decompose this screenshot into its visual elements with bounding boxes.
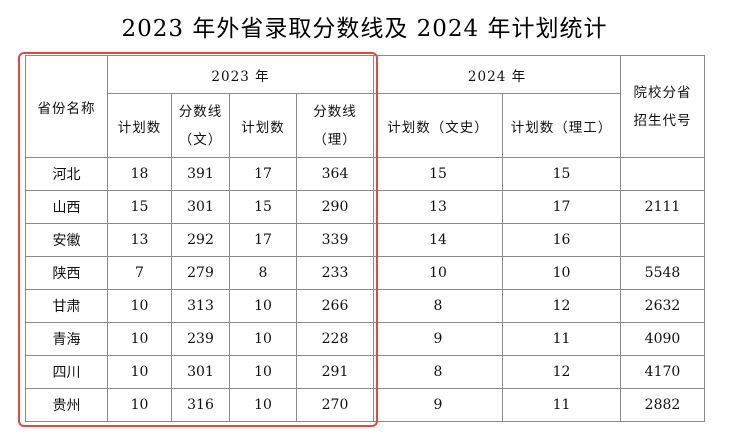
header-score-li: 分数线 （理） [296, 93, 374, 158]
cell-score-wen: 292 [171, 223, 230, 257]
cell-plan-2024-li: 17 [502, 190, 621, 224]
cell-score-wen: 391 [171, 157, 230, 191]
header-school-code: 院校分省 招生代号 [620, 55, 705, 158]
cell-province: 四川 [25, 355, 108, 389]
cell-plan-2024-li: 10 [502, 256, 621, 290]
admission-table: 省份名称 2023 年 2024 年 院校分省 招生代号 计划数 分数线 （文）… [25, 55, 705, 422]
cell-province: 陕西 [25, 256, 108, 290]
cell-plan-2023-wen: 10 [107, 355, 172, 389]
cell-plan-2024-li: 12 [502, 289, 621, 323]
header-plan-2024-li: 计划数（理工） [502, 93, 621, 158]
cell-score-wen: 301 [171, 355, 230, 389]
cell-score-li: 233 [296, 256, 374, 290]
cell-score-li: 339 [296, 223, 374, 257]
header-score-wen-line1: 分数线 [178, 103, 223, 120]
header-school-code-line1: 院校分省 [633, 84, 692, 101]
cell-score-wen: 313 [171, 289, 230, 323]
cell-province: 山西 [25, 190, 108, 224]
header-school-code-line2: 招生代号 [633, 112, 692, 129]
header-plan-2023-wen: 计划数 [107, 93, 172, 158]
table-row: 贵州 10 316 10 270 9 11 2882 [25, 388, 705, 422]
table-row: 河北 18 391 17 364 15 15 [25, 157, 705, 191]
cell-score-wen: 301 [171, 190, 230, 224]
cell-plan-2024-li: 11 [502, 388, 621, 422]
cell-plan-2024-wen: 13 [373, 190, 503, 224]
cell-school-code: 4090 [620, 322, 705, 356]
cell-score-wen: 279 [171, 256, 230, 290]
cell-province: 甘肃 [25, 289, 108, 323]
header-plan-2024-wen: 计划数（文史） [373, 93, 503, 158]
cell-school-code: 5548 [620, 256, 705, 290]
cell-plan-2024-wen: 14 [373, 223, 503, 257]
page-title: 2023 年外省录取分数线及 2024 年计划统计 [121, 16, 608, 42]
cell-province: 贵州 [25, 388, 108, 422]
cell-school-code: 2882 [620, 388, 705, 422]
cell-plan-2023-wen: 13 [107, 223, 172, 257]
cell-plan-2024-wen: 10 [373, 256, 503, 290]
cell-score-li: 228 [296, 322, 374, 356]
cell-plan-2024-wen: 8 [373, 355, 503, 389]
header-province: 省份名称 [25, 55, 108, 158]
cell-plan-2024-li: 16 [502, 223, 621, 257]
cell-province: 河北 [25, 157, 108, 191]
cell-score-li: 364 [296, 157, 374, 191]
cell-plan-2023-wen: 10 [107, 322, 172, 356]
header-row-2: 计划数 分数线 （文） 计划数 分数线 （理） 计划数（文史） 计划数（理工） [26, 93, 705, 158]
header-score-wen-line2: （文） [178, 131, 223, 148]
cell-plan-2023-li: 10 [229, 355, 297, 389]
cell-plan-2023-wen: 7 [107, 256, 172, 290]
header-row-1: 省份名称 2023 年 2024 年 院校分省 招生代号 [25, 55, 705, 158]
cell-plan-2024-wen: 15 [373, 157, 503, 191]
cell-plan-2023-li: 8 [229, 256, 297, 290]
cell-plan-2023-wen: 18 [107, 157, 172, 191]
header-year-2023: 2023 年 [107, 55, 374, 94]
cell-plan-2024-wen: 9 [373, 388, 503, 422]
cell-school-code: 2632 [620, 289, 705, 323]
cell-plan-2024-wen: 9 [373, 322, 503, 356]
table-row: 四川 10 301 10 291 8 12 4170 [25, 355, 705, 389]
table-row: 陕西 7 279 8 233 10 10 5548 [25, 256, 705, 290]
header-score-wen: 分数线 （文） [171, 93, 230, 158]
cell-plan-2024-li: 15 [502, 157, 621, 191]
cell-school-code [620, 157, 705, 191]
header-score-li-line1: 分数线 [313, 103, 357, 120]
cell-plan-2024-wen: 8 [373, 289, 503, 323]
cell-school-code: 2111 [620, 190, 705, 224]
header-year-2024: 2024 年 [373, 55, 621, 94]
cell-plan-2023-li: 10 [229, 289, 297, 323]
table-row: 山西 15 301 15 290 13 17 2111 [25, 190, 705, 224]
cell-province: 青海 [25, 322, 108, 356]
cell-plan-2024-li: 11 [502, 322, 621, 356]
cell-plan-2023-li: 15 [229, 190, 297, 224]
cell-score-li: 290 [296, 190, 374, 224]
cell-plan-2023-wen: 15 [107, 190, 172, 224]
cell-plan-2023-li: 17 [229, 223, 297, 257]
cell-score-li: 266 [296, 289, 374, 323]
cell-plan-2023-li: 10 [229, 388, 297, 422]
table-row: 青海 10 239 10 228 9 11 4090 [25, 322, 705, 356]
cell-score-wen: 316 [171, 388, 230, 422]
cell-score-li: 291 [296, 355, 374, 389]
header-score-li-line2: （理） [313, 131, 357, 148]
cell-plan-2023-wen: 10 [107, 289, 172, 323]
cell-school-code [620, 223, 705, 257]
cell-score-wen: 239 [171, 322, 230, 356]
cell-plan-2023-li: 17 [229, 157, 297, 191]
table-row: 安徽 13 292 17 339 14 16 [25, 223, 705, 257]
cell-plan-2023-wen: 10 [107, 388, 172, 422]
header-plan-2023-li: 计划数 [229, 93, 297, 158]
cell-province: 安徽 [25, 223, 108, 257]
table-row: 甘肃 10 313 10 266 8 12 2632 [25, 289, 705, 323]
cell-score-li: 270 [296, 388, 374, 422]
cell-school-code: 4170 [620, 355, 705, 389]
cell-plan-2023-li: 10 [229, 322, 297, 356]
cell-plan-2024-li: 12 [502, 355, 621, 389]
